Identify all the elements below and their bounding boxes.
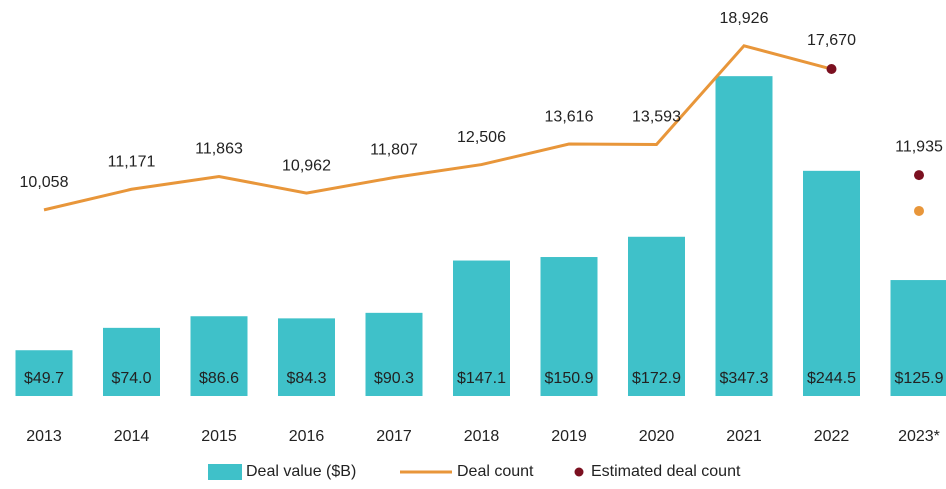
legend-label: Deal count bbox=[457, 463, 534, 480]
x-tick-label: 2017 bbox=[376, 428, 412, 445]
bar bbox=[453, 260, 510, 396]
line bbox=[43, 44, 832, 212]
bar bbox=[190, 316, 248, 396]
point-label: 10,058 bbox=[20, 174, 69, 191]
point-label: 11,863 bbox=[195, 141, 243, 158]
legend-label: Deal value ($B) bbox=[246, 463, 356, 480]
bar-label: $150.9 bbox=[545, 370, 594, 387]
bar bbox=[15, 350, 73, 396]
bar-label: $347.3 bbox=[720, 370, 769, 387]
point bbox=[914, 205, 924, 216]
point bbox=[826, 64, 837, 75]
bar-label: $49.7 bbox=[24, 370, 64, 387]
x-tick-label: 2015 bbox=[201, 428, 237, 445]
bar bbox=[803, 170, 860, 396]
x-tick-label: 2022 bbox=[814, 428, 850, 445]
bar-label: $147.1 bbox=[457, 370, 506, 387]
point-label: 11,935 bbox=[895, 138, 943, 155]
x-tick-label: 2023* bbox=[898, 428, 940, 445]
bar bbox=[278, 318, 335, 396]
legend-swatch bbox=[574, 467, 584, 477]
point-label: 13,593 bbox=[632, 109, 681, 126]
x-tick-label: 2019 bbox=[551, 428, 587, 445]
bar-label: $74.0 bbox=[111, 370, 151, 387]
legend-label: Estimated deal count bbox=[591, 463, 741, 480]
bar bbox=[890, 280, 946, 396]
point-label: 13,616 bbox=[545, 108, 594, 125]
bar-label: $244.5 bbox=[807, 370, 856, 387]
bar-label: $86.6 bbox=[199, 370, 239, 387]
bar-label: $84.3 bbox=[286, 370, 326, 387]
point-label: 10,962 bbox=[282, 157, 331, 174]
bar bbox=[628, 236, 685, 396]
bar bbox=[103, 327, 160, 396]
x-tick-label: 2016 bbox=[289, 428, 325, 445]
x-tick-label: 2018 bbox=[464, 428, 500, 445]
point-label: 17,670 bbox=[807, 32, 856, 49]
x-tick-label: 2020 bbox=[639, 428, 675, 445]
bar bbox=[540, 257, 598, 396]
bar-label: $172.9 bbox=[632, 370, 681, 387]
point bbox=[914, 170, 924, 181]
point-label: 12,506 bbox=[457, 129, 506, 146]
point-label: 11,807 bbox=[370, 142, 418, 159]
x-tick-label: 2014 bbox=[114, 428, 150, 445]
legend-swatch bbox=[208, 464, 242, 480]
x-tick-label: 2013 bbox=[26, 428, 62, 445]
bar-label: $90.3 bbox=[374, 370, 414, 387]
bar bbox=[365, 312, 423, 396]
bar-label: $125.9 bbox=[895, 370, 944, 387]
x-tick-label: 2021 bbox=[726, 428, 762, 445]
point-label: 18,926 bbox=[720, 10, 769, 27]
bar bbox=[715, 76, 773, 397]
point-label: 11,171 bbox=[108, 154, 156, 171]
